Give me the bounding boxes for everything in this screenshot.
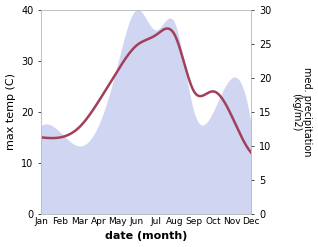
Y-axis label: max temp (C): max temp (C) [5, 73, 16, 150]
X-axis label: date (month): date (month) [105, 231, 187, 242]
Y-axis label: med. precipitation
(kg/m2): med. precipitation (kg/m2) [291, 67, 313, 157]
